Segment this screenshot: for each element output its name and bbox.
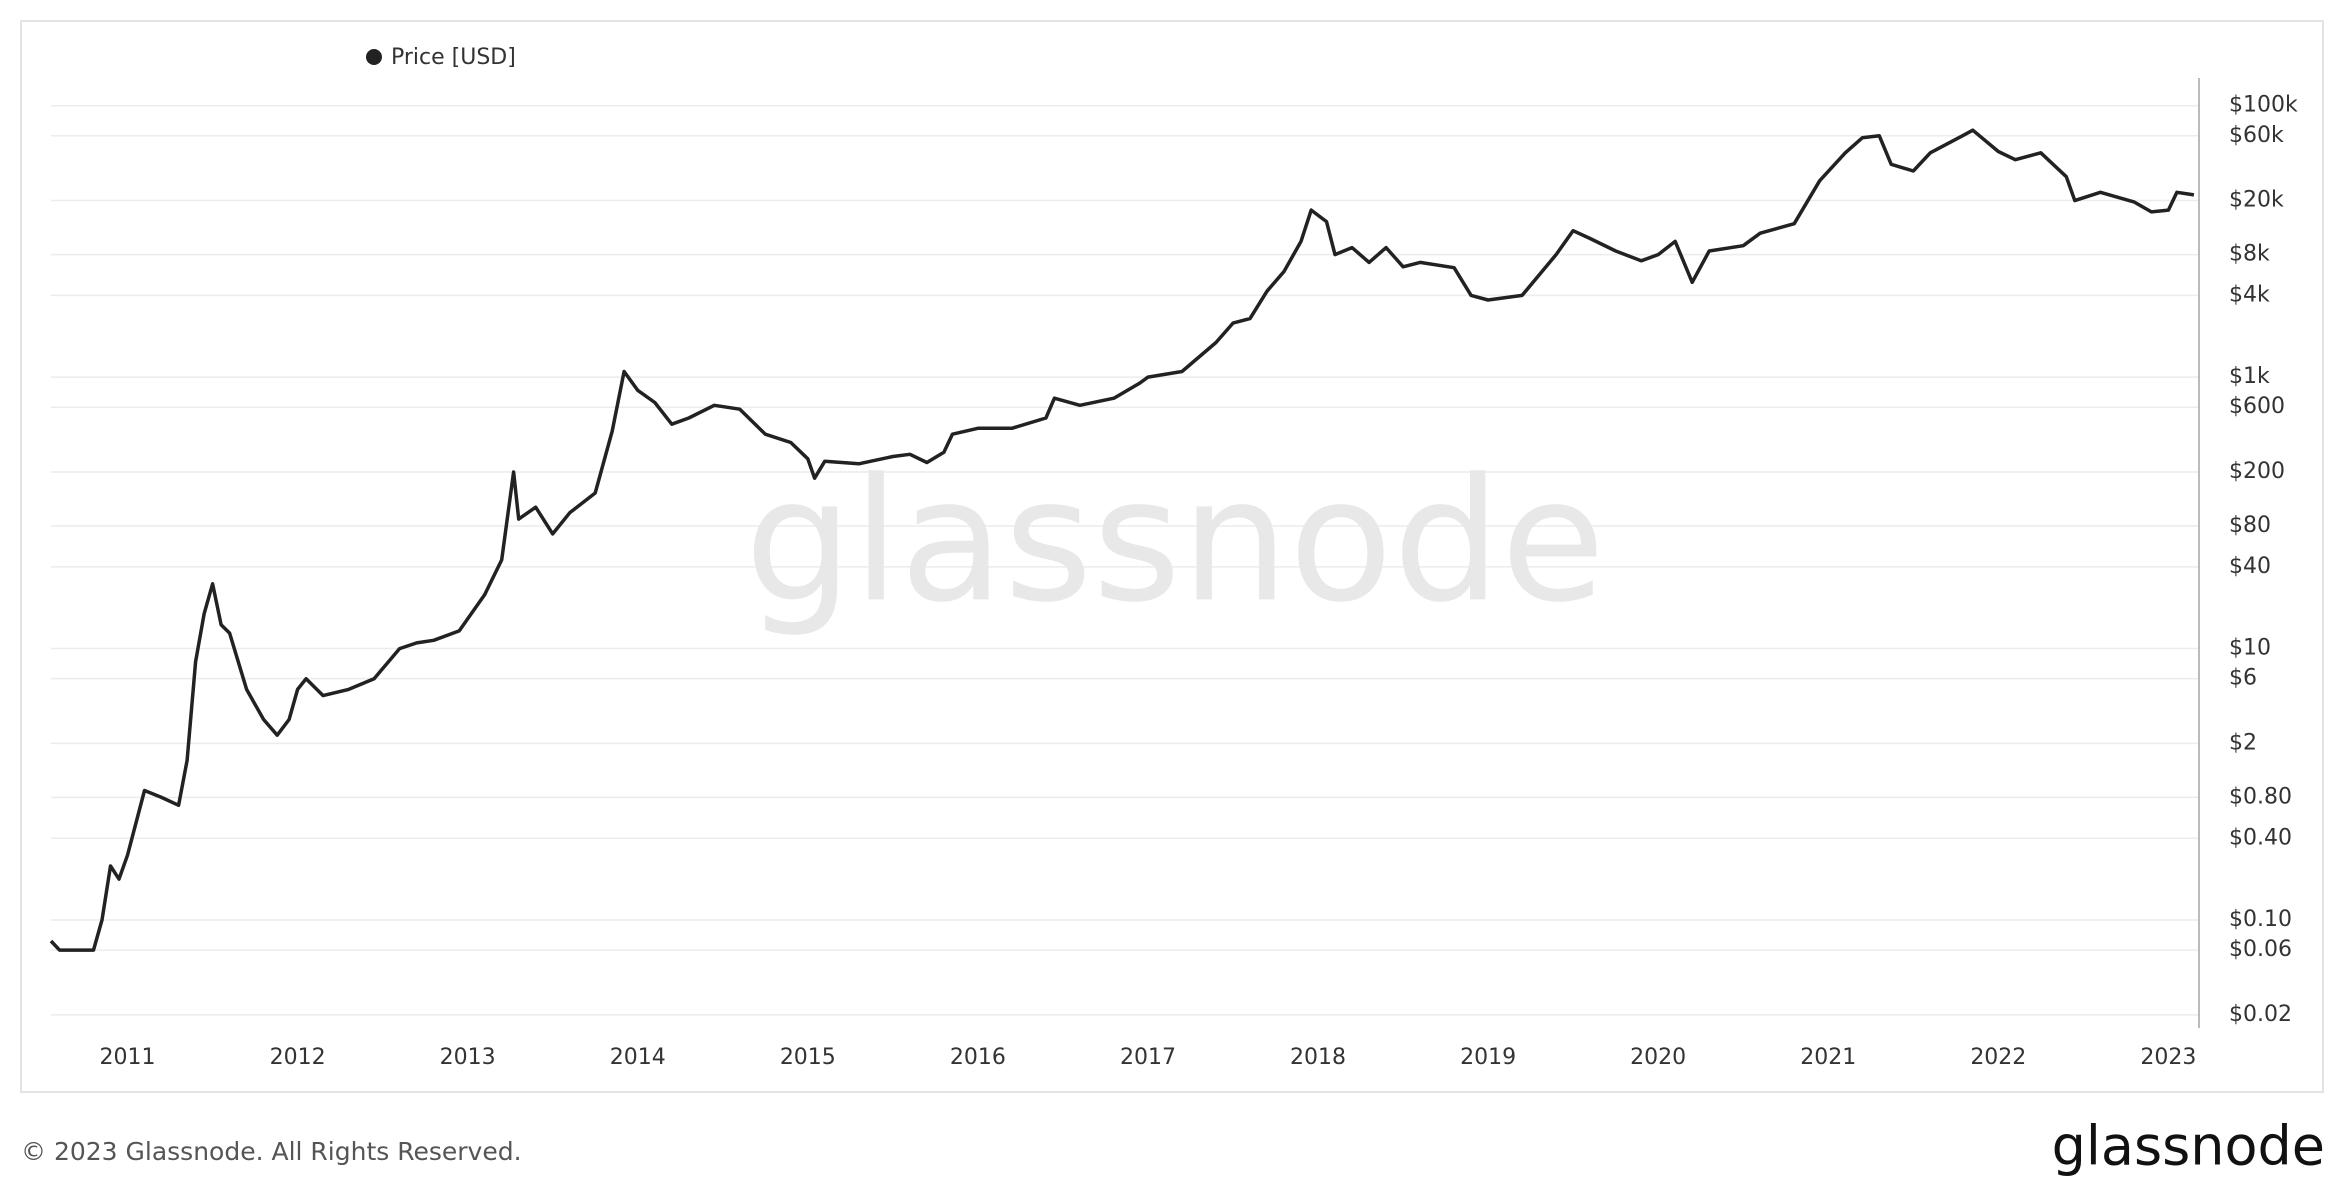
legend-marker	[366, 49, 382, 65]
y-tick-label: $80	[2229, 513, 2271, 538]
logo: glassnode	[2052, 1115, 2325, 1178]
x-tick-label: 2012	[270, 1045, 326, 1070]
y-tick-label: $0.40	[2229, 825, 2292, 850]
y-tick-label: $600	[2229, 394, 2285, 419]
y-tick-label: $60k	[2229, 123, 2284, 148]
y-tick-label: $8k	[2229, 242, 2270, 267]
y-tick-label: $4k	[2229, 282, 2270, 307]
x-tick-label: 2022	[1970, 1045, 2026, 1070]
y-tick-label: $200	[2229, 459, 2285, 484]
y-tick-label: $0.06	[2229, 937, 2292, 962]
x-tick-label: 2018	[1290, 1045, 1346, 1070]
y-tick-label: $100k	[2229, 93, 2298, 118]
y-tick-label: $40	[2229, 554, 2271, 579]
y-tick-label: $0.02	[2229, 1002, 2292, 1027]
y-tick-label: $1k	[2229, 364, 2270, 389]
x-tick-label: 2023	[2140, 1045, 2196, 1070]
x-tick-label: 2020	[1630, 1045, 1686, 1070]
x-tick-label: 2014	[610, 1045, 666, 1070]
x-tick-label: 2021	[1800, 1045, 1856, 1070]
x-tick-label: 2017	[1120, 1045, 1176, 1070]
x-tick-label: 2015	[780, 1045, 836, 1070]
x-tick-label: 2013	[440, 1045, 496, 1070]
x-tick-label: 2019	[1460, 1045, 1516, 1070]
x-tick-label: 2016	[950, 1045, 1006, 1070]
y-tick-label: $6	[2229, 666, 2257, 691]
y-tick-label: $20k	[2229, 188, 2284, 213]
watermark: glassnode	[745, 442, 1606, 640]
legend-label: Price [USD]	[391, 45, 516, 70]
chart-frame	[20, 20, 2324, 1093]
footer: © 2023 Glassnode. All Rights Reserved.	[21, 1137, 522, 1166]
y-tick-label: $2	[2229, 730, 2257, 755]
x-tick-label: 2011	[100, 1045, 156, 1070]
y-tick-label: $0.10	[2229, 907, 2292, 932]
y-tick-label: $10	[2229, 636, 2271, 661]
price-line	[49, 128, 2195, 952]
y-tick-label: $0.80	[2229, 784, 2292, 809]
